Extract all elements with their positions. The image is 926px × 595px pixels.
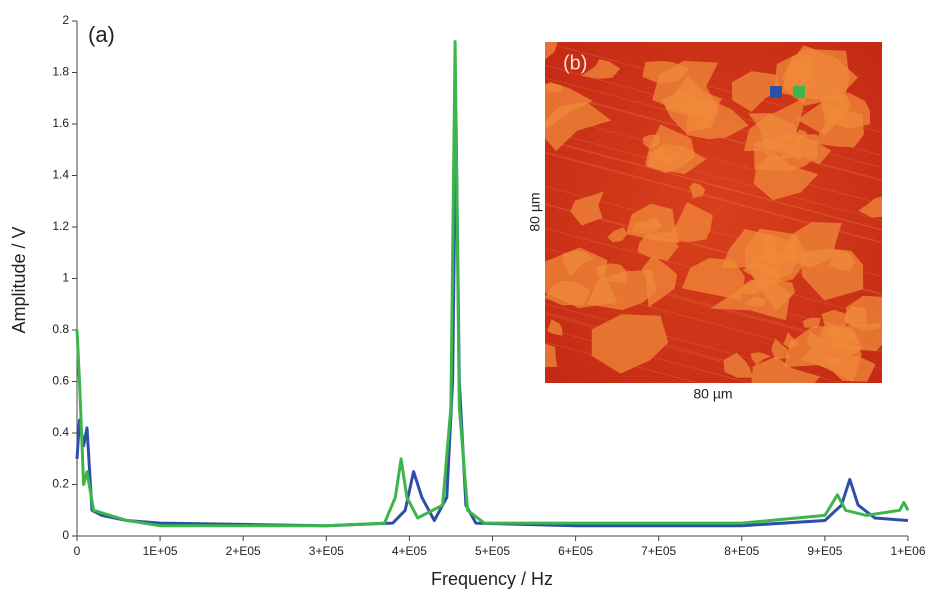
texture-streak [545, 90, 882, 182]
texture-streak [545, 139, 882, 231]
texture-streak [545, 262, 882, 353]
x-tick-label: 8+E05 [724, 544, 759, 558]
texture-streak [545, 341, 700, 383]
texture-streak [545, 152, 882, 244]
texture-patch [723, 352, 754, 378]
texture-streak [545, 204, 882, 295]
series-line [75, 109, 909, 528]
inset-y-label: 80 µm [527, 192, 543, 231]
texture-streak [545, 312, 811, 383]
texture-streak [545, 278, 882, 370]
x-tick-label: 6+E05 [558, 544, 593, 558]
panel-label: (a) [88, 22, 115, 47]
texture-patch [740, 277, 771, 295]
y-tick-label: 1 [62, 271, 69, 285]
y-tick-label: 0.2 [52, 477, 69, 491]
texture-patch [545, 42, 558, 60]
texture-patch [607, 227, 628, 243]
texture-streak [545, 260, 882, 351]
y-tick-label: 1.4 [52, 168, 69, 182]
texture-patch [591, 314, 669, 374]
texture-patch [777, 135, 832, 165]
texture-patch [581, 59, 621, 79]
y-tick-label: 0.4 [52, 425, 69, 439]
y-tick-label: 1.8 [52, 65, 69, 79]
texture-patch [545, 343, 558, 368]
texture-patch [547, 319, 563, 336]
texture-streak [545, 328, 751, 383]
texture-streak [545, 130, 882, 221]
texture-streak [545, 42, 882, 133]
y-tick-label: 0.6 [52, 374, 69, 388]
texture-patch [744, 296, 767, 307]
texture-patch [596, 263, 627, 285]
texture-streak [545, 314, 804, 383]
y-tick-label: 0.8 [52, 322, 69, 336]
texture-patch [642, 134, 661, 149]
texture-patch [800, 248, 864, 301]
texture-patch [562, 250, 594, 277]
y-tick-label: 0 [62, 528, 69, 542]
texture-patch [801, 322, 863, 369]
y-tick-label: 1.6 [52, 116, 69, 130]
x-tick-label: 9+E05 [807, 544, 842, 558]
texture-patch [802, 317, 821, 328]
texture-streak [545, 203, 882, 294]
texture-streak [545, 65, 882, 156]
texture-patch [781, 56, 813, 85]
x-tick-label: 0 [74, 544, 81, 558]
y-axis-title: Amplitude / V [9, 226, 29, 333]
texture-patch [652, 60, 720, 113]
x-tick-label: 2+E05 [226, 544, 261, 558]
texture-streak [545, 139, 882, 231]
texture-patch [771, 338, 790, 359]
x-axis-title: Frequency / Hz [431, 569, 553, 589]
texture-streak [545, 113, 882, 205]
panel-label: (b) [563, 52, 587, 74]
texture-streak [545, 186, 882, 277]
blue-marker [770, 86, 782, 98]
x-tick-label: 7+E05 [641, 544, 676, 558]
texture-streak [545, 228, 882, 319]
texture-patch [682, 258, 745, 301]
y-tick-label: 1.2 [52, 219, 69, 233]
x-tick-label: 4+E05 [392, 544, 427, 558]
texture-patch [641, 255, 678, 308]
inset-image [545, 42, 882, 383]
y-tick-label: 2 [62, 13, 69, 27]
texture-streak [545, 89, 882, 181]
texture-patch [689, 182, 705, 198]
texture-patch [751, 356, 821, 383]
green-marker [793, 86, 805, 98]
texture-patch [813, 107, 865, 148]
plot-area: 0 0.2 0.4 0.6 0.8 1 1.2 1.4 1.6 1.8 2 0 1E+05 2+E05 3+… [52, 13, 926, 558]
texture-patch [587, 269, 657, 311]
texture-patch [750, 352, 772, 366]
x-tick-label: 1E+05 [143, 544, 178, 558]
texture-patch [826, 355, 876, 382]
texture-patch [858, 196, 882, 218]
texture-streak [545, 248, 882, 339]
texture-patch [743, 113, 802, 161]
inset-texture [545, 42, 882, 383]
texture-patch [663, 202, 713, 242]
series-line [75, 40, 910, 528]
texture-patch [796, 95, 852, 136]
texture-streak [545, 77, 882, 168]
texture-patch [648, 146, 680, 165]
texture-patch [753, 151, 819, 201]
x-tick-label: 3+E05 [309, 544, 344, 558]
texture-patch [821, 309, 851, 328]
x-tick-label: 5+E05 [475, 544, 510, 558]
texture-streak [545, 151, 882, 243]
texture-streak [545, 303, 843, 383]
x-tick-label: 1+E06 [890, 544, 925, 558]
texture-patch [721, 228, 782, 281]
texture-patch [545, 280, 591, 306]
texture-patch [732, 71, 781, 112]
texture-patch [545, 81, 593, 129]
inset-x-label: 80 µm [693, 386, 732, 402]
